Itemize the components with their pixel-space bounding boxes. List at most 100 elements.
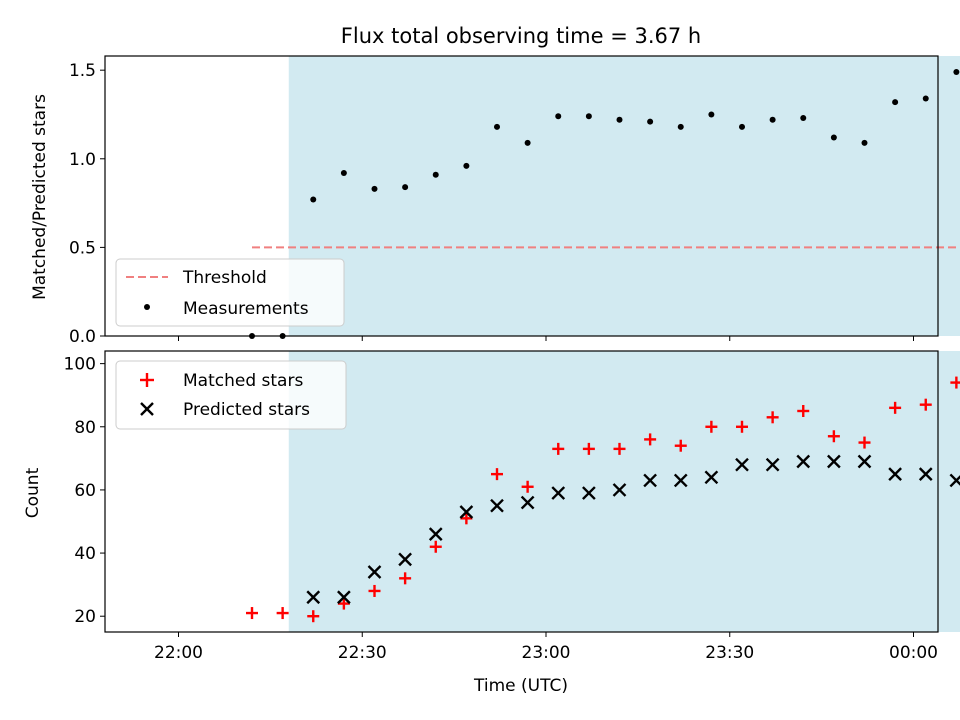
predicted-cross-b — [428, 527, 443, 541]
measurement-point — [708, 111, 715, 118]
predicted-cross-b — [918, 467, 933, 481]
measurements-legend-swatch — [144, 304, 150, 310]
bottom-legend-box — [115, 360, 347, 430]
y-tick-label: 60 — [74, 481, 96, 501]
predicted-star-point — [827, 454, 841, 469]
predicted-cross-b — [673, 473, 688, 488]
matched-star-point — [827, 430, 840, 443]
measurement-point — [585, 113, 592, 120]
predicted-cross-b — [857, 454, 872, 469]
predicted-star-point — [673, 473, 688, 488]
measurement-point — [494, 123, 500, 130]
matched-legend-label: Matched stars — [183, 371, 303, 391]
predicted-star-point — [918, 467, 933, 481]
measurement-point — [647, 118, 654, 125]
bottom-y-axis-label: Count — [23, 467, 43, 518]
matched-star-point — [276, 607, 289, 620]
matched-star-point — [736, 420, 748, 433]
top-legend-box — [115, 258, 345, 327]
threshold-legend-label: Threshold — [182, 268, 267, 288]
predicted-cross-b — [827, 454, 841, 469]
measurement-point — [769, 116, 776, 123]
measurement-point — [739, 123, 745, 130]
x-axis-label: Time (UTC) — [473, 676, 568, 696]
predicted-cross-b — [520, 495, 535, 510]
predicted-cross-b — [796, 454, 811, 469]
top-panel-frame — [104, 55, 939, 337]
bottom-y-ticks: 20 40 60 80 100 — [64, 355, 105, 627]
predicted-cross-b — [765, 457, 780, 472]
predicted-cross-b — [306, 590, 321, 605]
y-tick-label: 1.5 — [69, 61, 96, 81]
predicted-cross-b — [643, 473, 657, 488]
top-panel-marks — [249, 68, 960, 339]
matched-star-point — [399, 572, 412, 585]
predicted-cross-b — [337, 590, 351, 605]
top-y-axis-label: Matched/Predicted stars — [30, 94, 50, 300]
measurement-point — [463, 162, 470, 169]
y-tick-label: 20 — [74, 607, 96, 627]
measurement-point — [555, 113, 562, 120]
predicted-cross-b — [612, 483, 627, 497]
matched-star-point — [552, 442, 565, 455]
matched-star-point — [491, 468, 503, 481]
bottom-x-ticks: 22:0022:3023:0023:3000:0000:3001:0001:30… — [154, 632, 938, 663]
matched-star-point — [919, 398, 932, 411]
predicted-star-point — [337, 590, 351, 605]
x-tick-label: 23:00 — [522, 643, 571, 663]
measurement-point — [861, 139, 868, 146]
top-legend: Threshold Measurements — [115, 258, 345, 327]
x-tick-label: 22:00 — [154, 643, 203, 663]
measurement-point — [371, 185, 378, 192]
predicted-star-point — [428, 527, 443, 541]
predicted-cross-b — [582, 486, 596, 500]
measurement-point — [922, 95, 929, 102]
predicted-legend-label: Predicted stars — [183, 400, 310, 420]
predicted-star-point — [551, 486, 566, 500]
y-tick-label: 40 — [74, 544, 96, 564]
x-tick-label: 00:00 — [889, 643, 938, 663]
top-x-ticks — [178, 336, 914, 341]
matched-star-point — [613, 442, 626, 455]
observing-window-top — [288, 56, 960, 336]
predicted-star-point — [367, 565, 382, 579]
measurement-point — [432, 171, 439, 178]
predicted-star-point — [704, 470, 719, 485]
predicted-cross-b — [949, 475, 960, 488]
predicted-cross-b — [367, 565, 382, 579]
measurement-point — [800, 115, 807, 122]
bottom-panel-marks — [246, 376, 960, 623]
predicted-legend-swatch — [140, 402, 154, 416]
measurement-point — [340, 169, 347, 176]
matched-star-point — [766, 411, 779, 424]
predicted-star-point — [306, 590, 321, 605]
predicted-cross-b — [704, 470, 719, 485]
predicted-star-point — [612, 483, 627, 497]
observing-window-bottom — [288, 351, 960, 632]
y-tick-label: 1.0 — [69, 150, 96, 170]
y-tick-label: 80 — [74, 418, 96, 438]
predicted-star-point — [520, 495, 535, 510]
y-tick-label: 100 — [64, 355, 96, 375]
predicted-cross-b — [490, 498, 504, 513]
matched-star-point — [950, 376, 960, 389]
measurement-point — [677, 123, 684, 130]
matched-star-point — [246, 607, 258, 620]
bottom-legend: Matched stars Predicted stars — [115, 360, 347, 430]
predicted-star-point — [459, 505, 474, 519]
predicted-star-point — [888, 467, 902, 481]
predicted-cross-b — [888, 467, 902, 481]
matched-star-point — [460, 512, 473, 525]
measurement-point — [953, 68, 960, 75]
measurement-point — [524, 139, 531, 146]
predicted-star-point — [857, 454, 872, 469]
measurement-point — [310, 196, 317, 203]
predicted-star-point — [582, 486, 596, 500]
matched-star-point — [797, 404, 810, 417]
matched-star-point — [674, 439, 687, 452]
measurement-point — [892, 99, 899, 106]
matched-star-point — [889, 401, 902, 414]
predicted-cross-b — [551, 486, 566, 500]
measurement-point — [830, 134, 837, 141]
